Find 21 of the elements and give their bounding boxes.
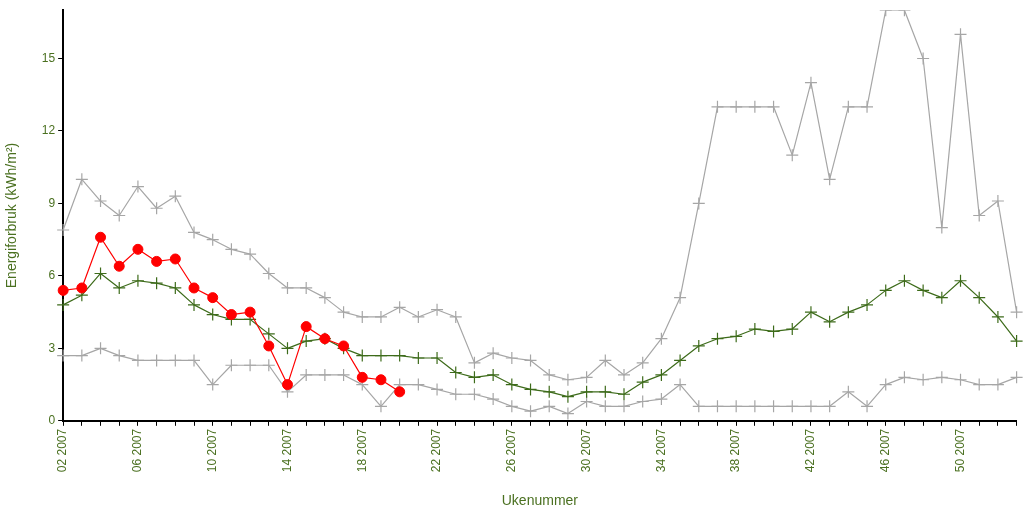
x-tick-label: 10 2007	[205, 428, 220, 473]
x-tick-label: 14 2007	[279, 428, 294, 473]
y-tick-label: 12	[41, 123, 56, 138]
x-tick-label: 22 2007	[429, 428, 444, 473]
y-tick-label: 6	[48, 268, 56, 283]
x-axis-title: Ukenummer	[501, 492, 579, 509]
y-tick-label: 3	[48, 340, 56, 355]
x-tick-label: 26 2007	[504, 428, 519, 473]
x-tick-label: 42 2007	[803, 428, 818, 473]
x-tick-label: 02 2007	[55, 428, 70, 473]
x-tick-label: 30 2007	[578, 428, 593, 473]
x-tick-label: 34 2007	[653, 428, 668, 473]
y-axis-title: Energiforbruk (kWh/m²)	[3, 142, 20, 289]
x-tick-label: 46 2007	[878, 428, 893, 473]
x-tick-label: 18 2007	[354, 428, 369, 473]
x-tick-label: 06 2007	[130, 428, 145, 473]
y-tick-label: 0	[48, 413, 56, 428]
x-tick-label: 50 2007	[952, 428, 967, 473]
x-tick-label: 38 2007	[728, 428, 743, 473]
y-tick-label: 15	[41, 50, 56, 65]
y-tick-label: 9	[48, 195, 56, 210]
